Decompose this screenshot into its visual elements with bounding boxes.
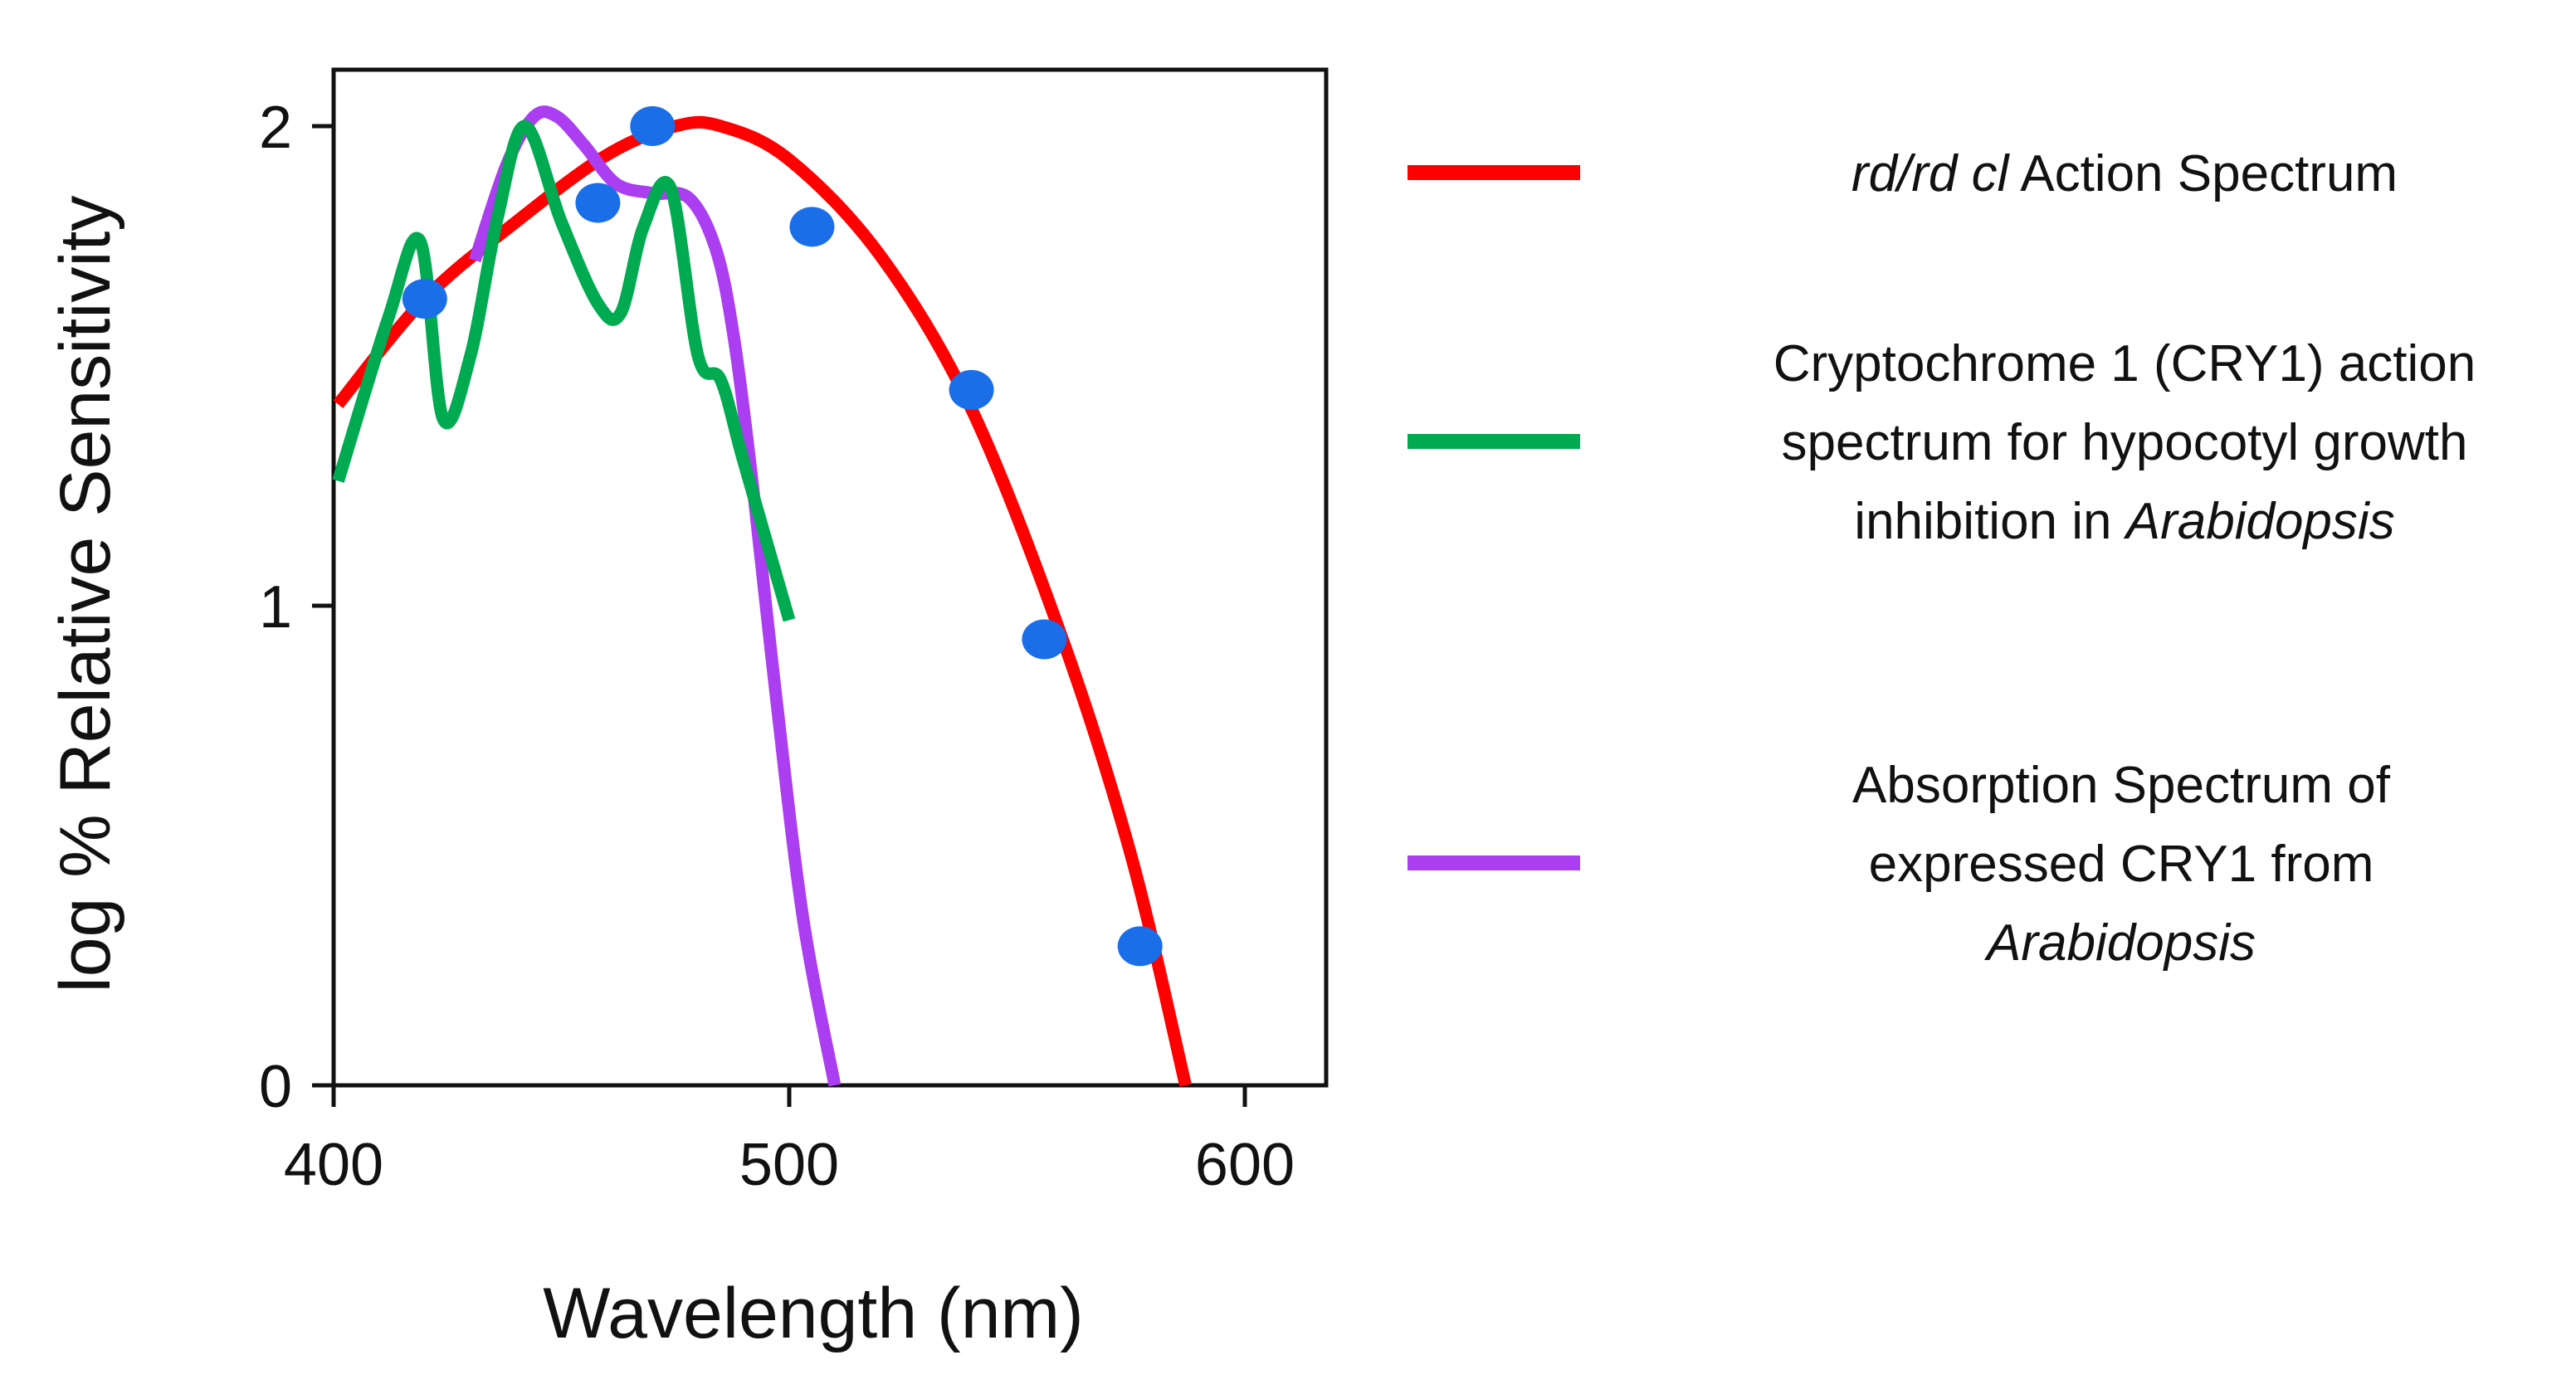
- y-tick-label: 1: [259, 574, 292, 641]
- legend-entry: Absorption Spectrum of expressed CRY1 fro…: [1408, 757, 2391, 972]
- data-point: [1022, 619, 1067, 660]
- legend-label: Absorption Spectrum of: [1852, 757, 2391, 814]
- y-axis: 0 1 2: [259, 95, 334, 1120]
- legend-label: Cryptochrome 1 (CRY1) action: [1773, 335, 2476, 392]
- legend-entry: Cryptochrome 1 (CRY1) action spectrum for…: [1408, 335, 2476, 550]
- x-axis-title: Wavelength (nm): [543, 1274, 1084, 1353]
- scatter-points: [402, 106, 1163, 967]
- data-point: [949, 369, 994, 410]
- legend-label-segment: Arabidopsis: [1983, 914, 2256, 972]
- data-point: [575, 183, 621, 223]
- legend-label-segment: inhibition in: [1854, 493, 2125, 550]
- legend-label-segment: Absorption Spectrum of: [1852, 757, 2391, 814]
- legend-label-segment: Arabidopsis: [2123, 493, 2395, 550]
- legend-label-segment: Cryptochrome 1 (CRY1) action: [1773, 335, 2476, 392]
- legend-label-segment: spectrum for hypocotyl growth: [1781, 414, 2467, 471]
- legend: rd/rd cl Action Spectrum Cryptochrome 1 (…: [1408, 145, 2476, 972]
- legend-label-segment: rd/rd cl: [1852, 145, 2011, 202]
- legend-label: inhibition in Arabidopsis: [1854, 493, 2394, 550]
- series-line-rd-rd-cl-action-spectrum: [333, 115, 1192, 1087]
- data-point: [789, 207, 835, 247]
- y-tick-label: 2: [259, 95, 292, 161]
- y-tick-label: 0: [259, 1054, 292, 1120]
- series-line-cryptochrome-1-cry1-action-spectrum-for-: [332, 119, 796, 622]
- data-point: [1117, 926, 1163, 967]
- series-line-absorption-spectrum-of-expressed-cry1-fr: [469, 105, 842, 1087]
- legend-label: expressed CRY1 from: [1869, 836, 2374, 893]
- data-point: [402, 279, 447, 319]
- x-tick-label: 600: [1195, 1132, 1295, 1198]
- legend-label: rd/rd cl Action Spectrum: [1852, 145, 2398, 202]
- x-tick-label: 500: [739, 1132, 839, 1198]
- data-point: [630, 106, 676, 146]
- legend-label: Arabidopsis: [1983, 914, 2256, 972]
- legend-label-segment: Action Spectrum: [2008, 145, 2398, 202]
- y-axis-title: log % Relative Sensitivity: [46, 196, 125, 993]
- series-layer: [332, 105, 1192, 1087]
- x-tick-label: 400: [284, 1132, 383, 1198]
- legend-label-segment: expressed CRY1 from: [1869, 836, 2374, 893]
- x-axis: 400 500 600: [284, 1085, 1295, 1198]
- legend-label: spectrum for hypocotyl growth: [1781, 414, 2467, 471]
- legend-entry: rd/rd cl Action Spectrum: [1408, 145, 2398, 202]
